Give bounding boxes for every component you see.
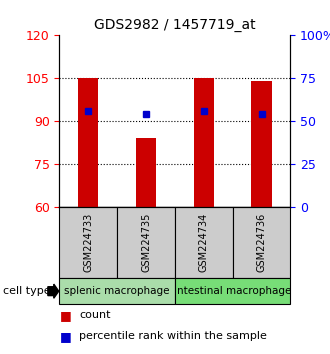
Text: ■: ■ <box>59 330 71 343</box>
Text: GSM224733: GSM224733 <box>83 213 93 272</box>
Text: count: count <box>79 310 111 320</box>
Bar <box>175 207 233 278</box>
Title: GDS2982 / 1457719_at: GDS2982 / 1457719_at <box>94 18 256 32</box>
Text: GSM224735: GSM224735 <box>141 213 151 272</box>
Bar <box>117 207 175 278</box>
Bar <box>175 278 290 304</box>
Text: splenic macrophage: splenic macrophage <box>64 286 170 296</box>
Bar <box>78 78 98 207</box>
Text: GSM224736: GSM224736 <box>256 213 267 272</box>
Bar <box>59 207 117 278</box>
Text: intestinal macrophage: intestinal macrophage <box>174 286 291 296</box>
Bar <box>233 207 290 278</box>
Bar <box>251 81 272 207</box>
Bar <box>136 138 156 207</box>
Text: percentile rank within the sample: percentile rank within the sample <box>79 331 267 341</box>
Text: cell type: cell type <box>3 286 51 296</box>
Bar <box>194 78 214 207</box>
Bar <box>59 278 175 304</box>
Text: GSM224734: GSM224734 <box>199 213 209 272</box>
Text: ■: ■ <box>59 309 71 321</box>
